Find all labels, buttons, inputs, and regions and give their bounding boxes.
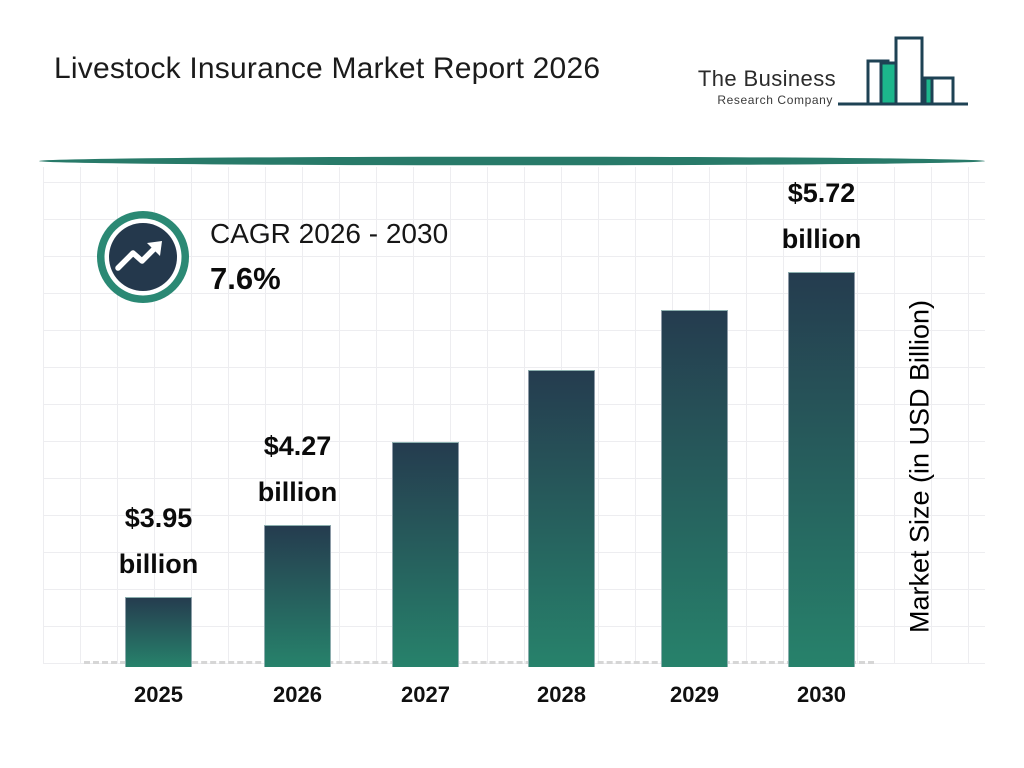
cagr-badge: [95, 209, 191, 310]
bar-2027: [392, 442, 459, 667]
x-tick-2026: 2026: [273, 682, 322, 707]
x-tick-2027: 2027: [401, 682, 450, 707]
x-tick-2030: 2030: [797, 682, 846, 707]
cagr-value: 7.6%: [210, 261, 281, 296]
logo-name-line1: The Business: [697, 66, 836, 91]
x-tick-2028: 2028: [537, 682, 586, 707]
page-title: Livestock Insurance Market Report 2026: [54, 52, 601, 85]
bar-2025: [125, 597, 192, 667]
x-tick-2025: 2025: [134, 682, 183, 707]
bar-2028: [528, 370, 595, 667]
x-tick-2029: 2029: [670, 682, 719, 707]
trend-up-arrow-icon: [95, 211, 191, 309]
x-axis-baseline: [84, 661, 874, 664]
company-logo-text: The Business Research Company: [698, 66, 836, 107]
cagr-period-label: CAGR 2026 - 2030: [210, 218, 449, 249]
divider-line: [38, 153, 986, 169]
company-logo: The Business Research Company: [698, 34, 968, 119]
logo-name-line2: Research Company: [717, 93, 833, 107]
bar-2029: [661, 310, 728, 667]
bar-skyline-logo-icon: [838, 34, 968, 119]
value-label-2025: $3.95 billion: [118, 503, 199, 579]
y-axis-label: Market Size (in USD Billion): [904, 299, 935, 634]
bar-2030: [788, 272, 855, 667]
value-label-2030: $5.72 billion: [781, 178, 862, 254]
value-label-2026: $4.27 billion: [257, 431, 338, 507]
bar-2026: [264, 525, 331, 667]
